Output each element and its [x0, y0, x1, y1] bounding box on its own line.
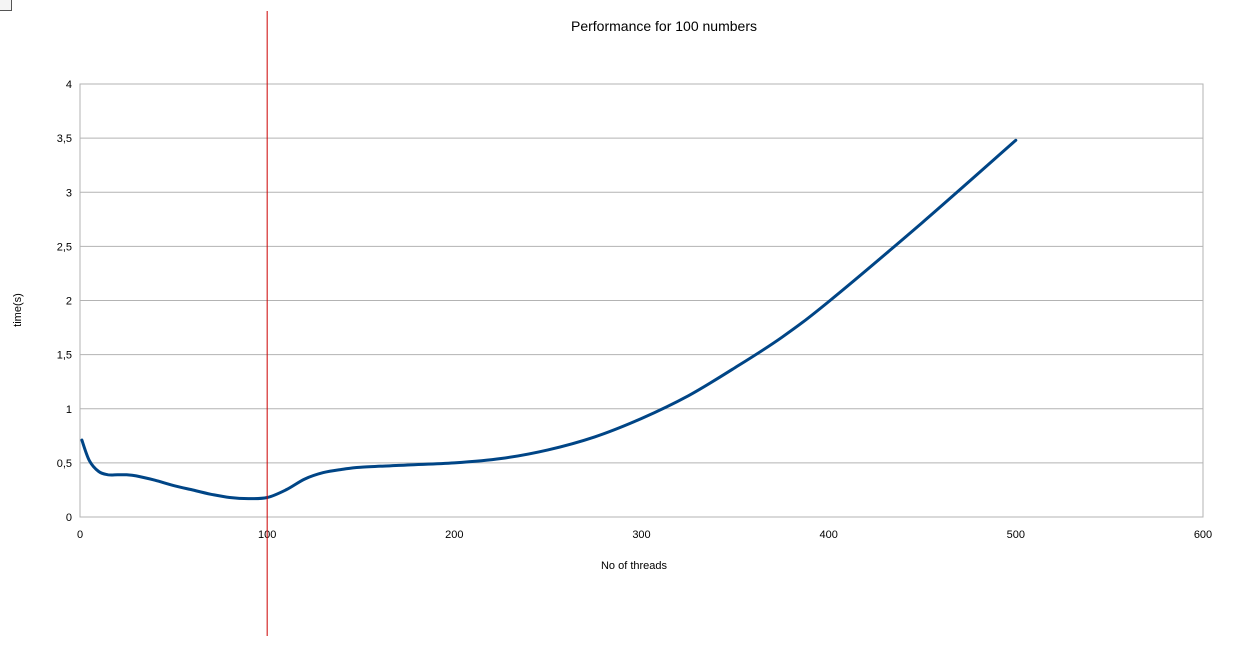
x-axis-ticks: 0 100 200 300 400 500 600 — [77, 529, 1212, 541]
y-tick-label: 0,5 — [57, 458, 72, 470]
x-axis-label: No of threads — [601, 560, 668, 572]
y-tick-label: 0 — [66, 512, 72, 524]
y-tick-label: 4 — [66, 79, 72, 91]
y-tick-label: 3 — [66, 187, 72, 199]
series-line — [80, 138, 1018, 501]
x-tick-label: 500 — [1007, 529, 1025, 541]
chart-title: Performance for 100 numbers — [571, 18, 757, 34]
x-tick-label: 0 — [77, 529, 83, 541]
y-tick-label: 2 — [66, 296, 72, 308]
y-axis-ticks: 0 0,5 1 1,5 2 2,5 3 3,5 4 — [57, 79, 72, 524]
y-tick-label: 1 — [66, 404, 72, 416]
x-tick-label: 400 — [819, 529, 837, 541]
corner-widget-icon — [0, 0, 12, 11]
y-tick-label: 1,5 — [57, 350, 72, 362]
y-tick-label: 2,5 — [57, 241, 72, 253]
x-tick-label: 600 — [1194, 529, 1212, 541]
y-tick-label: 3,5 — [57, 133, 72, 145]
x-tick-label: 300 — [632, 529, 650, 541]
y-axis-label: time(s) — [12, 293, 24, 327]
grid — [80, 83, 1203, 518]
plot-frame — [79, 83, 1204, 518]
x-tick-label: 200 — [445, 529, 463, 541]
